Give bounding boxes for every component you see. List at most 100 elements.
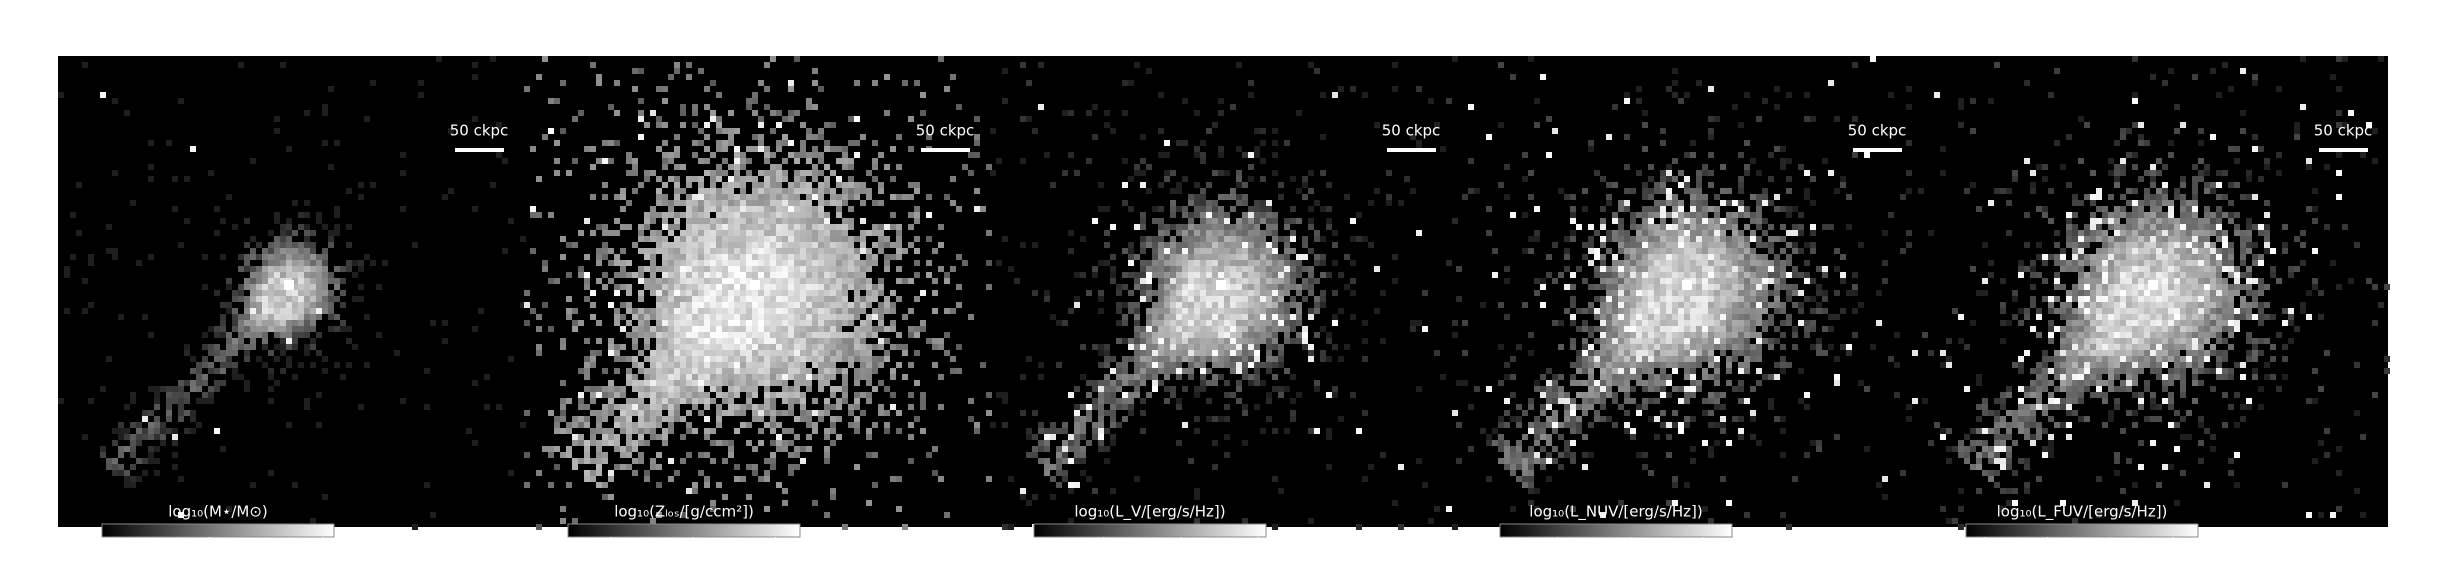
pixel bbox=[1272, 248, 1278, 254]
pixel bbox=[1320, 290, 1326, 296]
pixel bbox=[1474, 188, 1480, 194]
pixel bbox=[1158, 380, 1164, 386]
pixel bbox=[596, 416, 602, 422]
pixel bbox=[250, 284, 256, 290]
pixel bbox=[758, 410, 764, 416]
pixel bbox=[578, 272, 584, 278]
pixel bbox=[1128, 404, 1134, 410]
pixel bbox=[1188, 266, 1194, 272]
pixel bbox=[1654, 296, 1660, 302]
pixel bbox=[794, 380, 800, 386]
pixel bbox=[722, 242, 728, 248]
pixel bbox=[566, 272, 572, 278]
pixel bbox=[1332, 392, 1338, 398]
pixel bbox=[800, 152, 806, 158]
pixel bbox=[508, 218, 514, 224]
pixel bbox=[1140, 242, 1146, 248]
pixel bbox=[716, 248, 722, 254]
pixel bbox=[1056, 362, 1062, 368]
pixel bbox=[190, 416, 196, 422]
pixel bbox=[1768, 236, 1774, 242]
pixel bbox=[1684, 152, 1690, 158]
pixel bbox=[680, 188, 686, 194]
pixel bbox=[1726, 278, 1732, 284]
pixel bbox=[166, 386, 172, 392]
pixel bbox=[716, 266, 722, 272]
pixel bbox=[752, 194, 758, 200]
pixel bbox=[830, 188, 836, 194]
pixel bbox=[334, 362, 340, 368]
colorbar-tick-label: 0 bbox=[771, 546, 781, 564]
pixel bbox=[608, 476, 614, 482]
pixel bbox=[830, 386, 836, 392]
pixel bbox=[662, 386, 668, 392]
pixel bbox=[1182, 176, 1188, 182]
pixel bbox=[1786, 290, 1792, 296]
pixel bbox=[1038, 440, 1044, 446]
pixel bbox=[812, 254, 818, 260]
pixel bbox=[136, 440, 142, 446]
pixel bbox=[614, 368, 620, 374]
pixel bbox=[704, 362, 710, 368]
pixel bbox=[650, 272, 656, 278]
pixel bbox=[1654, 266, 1660, 272]
pixel bbox=[1272, 320, 1278, 326]
pixel bbox=[800, 200, 806, 206]
pixel bbox=[536, 212, 542, 218]
pixel bbox=[926, 338, 932, 344]
pixel bbox=[286, 356, 292, 362]
pixel bbox=[872, 452, 878, 458]
pixel bbox=[1840, 254, 1846, 260]
pixel bbox=[1750, 248, 1756, 254]
pixel bbox=[758, 284, 764, 290]
pixel bbox=[1062, 440, 1068, 446]
pixel bbox=[602, 368, 608, 374]
pixel bbox=[590, 410, 596, 416]
pixel bbox=[794, 194, 800, 200]
pixel bbox=[1642, 278, 1648, 284]
pixel bbox=[674, 296, 680, 302]
pixel bbox=[560, 128, 566, 134]
pixel bbox=[1200, 362, 1206, 368]
pixel bbox=[1260, 266, 1266, 272]
pixel bbox=[944, 308, 950, 314]
pixel bbox=[752, 236, 758, 242]
pixel bbox=[1266, 308, 1272, 314]
pixel bbox=[710, 284, 716, 290]
pixel bbox=[722, 254, 728, 260]
pixel bbox=[1140, 158, 1146, 164]
pixel bbox=[602, 428, 608, 434]
pixel bbox=[1086, 392, 1092, 398]
pixel bbox=[794, 368, 800, 374]
pixel bbox=[1098, 290, 1104, 296]
pixel bbox=[830, 260, 836, 266]
pixel bbox=[394, 350, 400, 356]
pixel bbox=[626, 416, 632, 422]
pixel bbox=[1194, 260, 1200, 266]
pixel bbox=[1308, 224, 1314, 230]
pixel bbox=[812, 272, 818, 278]
pixel bbox=[896, 476, 902, 482]
pixel bbox=[764, 386, 770, 392]
pixel bbox=[166, 428, 172, 434]
pixel bbox=[184, 428, 190, 434]
pixel bbox=[1690, 230, 1696, 236]
pixel bbox=[244, 344, 250, 350]
pixel bbox=[472, 116, 478, 122]
pixel bbox=[304, 314, 310, 320]
pixel bbox=[298, 362, 304, 368]
pixel bbox=[848, 140, 854, 146]
pixel bbox=[1696, 278, 1702, 284]
pixel bbox=[250, 296, 256, 302]
pixel bbox=[1128, 260, 1134, 266]
pixel bbox=[812, 338, 818, 344]
pixel bbox=[1230, 224, 1236, 230]
pixel bbox=[280, 260, 286, 266]
pixel bbox=[1200, 368, 1206, 374]
pixel bbox=[226, 332, 232, 338]
pixel bbox=[650, 434, 656, 440]
pixel bbox=[650, 392, 656, 398]
pixel bbox=[704, 404, 710, 410]
pixel bbox=[1416, 386, 1422, 392]
